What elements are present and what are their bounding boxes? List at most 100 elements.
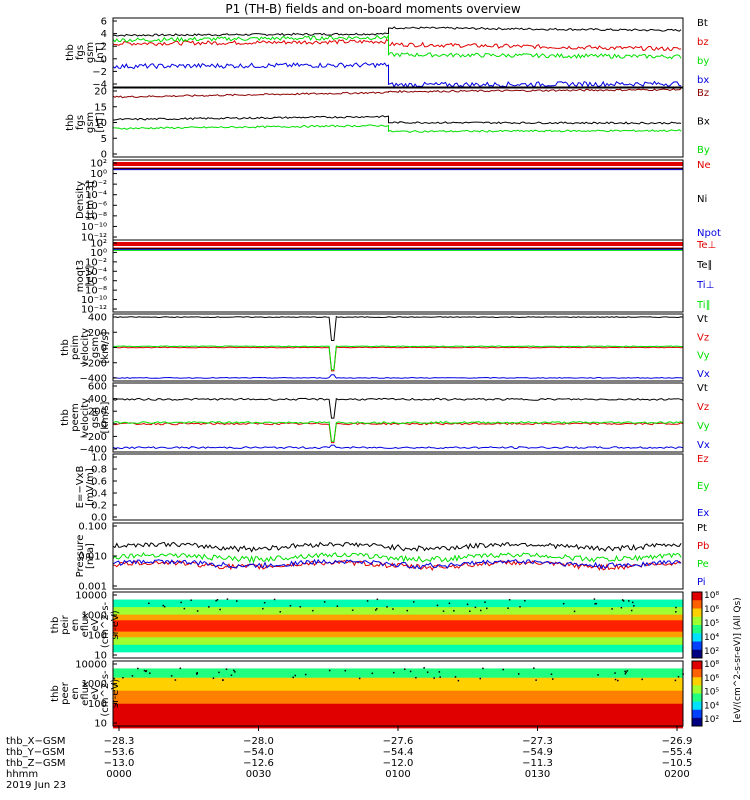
legend-entry: By — [697, 145, 710, 156]
heatmap-band — [113, 705, 683, 708]
y-axis-label: eV — [90, 618, 101, 631]
y-axis-label: thb — [60, 409, 71, 426]
x-tick-value: −27.6 — [383, 736, 414, 747]
heatmap-speckle — [406, 609, 409, 612]
colorbar-segment — [692, 717, 702, 727]
heatmap-band — [113, 718, 683, 721]
heatmap-speckle — [376, 607, 378, 610]
y-axis-label: Pressure — [75, 535, 86, 578]
y-tick-label: 10⁻² — [85, 257, 107, 268]
y-axis-label: eflux — [80, 613, 91, 638]
legend-entry: Vz — [697, 402, 709, 413]
heatmap-speckle — [412, 601, 415, 603]
heatmap-speckle — [225, 668, 228, 671]
panel-frame — [112, 522, 684, 590]
y-axis-label: velocity — [80, 398, 91, 437]
y-tick-label: 15 — [94, 102, 107, 113]
colorbar-tick: 10² — [704, 715, 719, 725]
y-axis-label: fgs — [75, 115, 86, 130]
y-tick-label: 10⁻⁸ — [85, 286, 107, 297]
heatmap-band — [113, 637, 683, 640]
legend-entry: Vz — [697, 332, 709, 343]
y-tick-label: 0.8 — [91, 465, 107, 476]
colorbar-segment — [692, 600, 702, 609]
series-line-Pt — [112, 541, 682, 553]
heatmap-band — [113, 661, 683, 664]
y-axis-label: thb — [50, 617, 61, 634]
heatmap-speckle — [174, 679, 177, 681]
heatmap-speckle — [323, 601, 326, 603]
legend-entry: bz — [697, 37, 709, 48]
y-tick-label: 0.6 — [91, 477, 107, 488]
colorbar-tick: 10⁸ — [704, 591, 719, 601]
panel-peir: 10000 1000 100 10 thb peir en eflux eV (cm^2-s-sr… — [50, 591, 684, 662]
heatmap-speckle — [479, 677, 482, 680]
heatmap-speckle — [180, 601, 182, 604]
y-tick-label: 10⁻⁶ — [85, 201, 107, 212]
heatmap-band — [113, 646, 683, 650]
series-line-Vt — [112, 397, 684, 419]
heatmap-band — [113, 696, 683, 699]
y-axis-label: gsm — [90, 337, 101, 358]
panel-frame — [112, 87, 684, 158]
heatmap-speckle — [597, 674, 599, 676]
heatmap-band — [113, 607, 683, 610]
series-line-bx — [112, 62, 682, 89]
y-tick-label: 20 — [94, 87, 107, 98]
legend-entry: Vy — [697, 421, 710, 432]
panel-frame — [112, 591, 684, 659]
heatmap-band — [113, 612, 683, 616]
legend-entry: by — [697, 56, 709, 67]
heatmap-speckle — [179, 667, 182, 670]
y-axis-label: fgs — [75, 45, 86, 60]
series-line-Vt — [112, 316, 684, 341]
legend-entry: Pt — [697, 523, 707, 534]
heatmap-band — [113, 674, 683, 677]
y-tick-label: 10⁻⁴ — [85, 267, 107, 278]
panel-frame — [112, 382, 684, 453]
y-tick-label: 10⁻² — [85, 180, 107, 191]
colorbar-segment — [692, 661, 702, 670]
heatmap-speckle — [641, 678, 643, 681]
panel-efield: 1.00.80.60.40.20.0 E=−VxB [mV/m] Ez Ey Ex — [75, 453, 709, 524]
heatmap-band — [113, 595, 683, 599]
colorbar-segment — [692, 649, 702, 659]
heatmap-band — [113, 666, 683, 669]
x-row-label: thb_X−GSM — [6, 736, 66, 747]
y-tick-label: 10⁻¹² — [81, 233, 107, 244]
colorbar-tick: 10⁴ — [704, 633, 719, 643]
heatmap-speckle — [423, 667, 425, 669]
heatmap-speckle — [628, 600, 630, 602]
heatmap-band — [113, 652, 683, 655]
y-axis-label: velocity — [80, 328, 91, 367]
y-tick-label: −200 — [80, 358, 107, 369]
heatmap-speckle — [624, 673, 627, 675]
heatmap-band — [113, 724, 683, 727]
heatmap-speckle — [524, 599, 526, 602]
x-row-label: thb_Y−GSM — [6, 747, 65, 758]
heatmap-speckle — [517, 673, 520, 675]
heatmap-speckle — [299, 606, 302, 608]
panel-frame — [112, 17, 684, 88]
x-tick-value: −53.6 — [104, 747, 135, 758]
heatmap-speckle — [376, 598, 379, 601]
x-tick-value: −11.3 — [522, 758, 553, 769]
heatmap-speckle — [218, 671, 220, 674]
heatmap-speckle — [466, 603, 469, 606]
colorbar-tick: 10⁶ — [704, 605, 719, 615]
heatmap-band — [113, 707, 683, 710]
colorbar-segment — [692, 592, 702, 601]
heatmap-band — [113, 711, 683, 714]
heatmap-band — [113, 694, 683, 697]
heatmap-band — [113, 679, 683, 682]
heatmap-speckle — [292, 676, 294, 679]
heatmap-speckle — [222, 679, 224, 681]
colorbar-segment — [692, 685, 702, 694]
y-axis-label: eV — [90, 687, 101, 700]
x-tick-value: −27.3 — [522, 736, 553, 747]
heatmap-speckle — [312, 609, 314, 612]
y-tick-label: 0 — [101, 419, 107, 430]
heatmap-band — [113, 654, 683, 657]
legend-entry: Vt — [697, 314, 708, 325]
